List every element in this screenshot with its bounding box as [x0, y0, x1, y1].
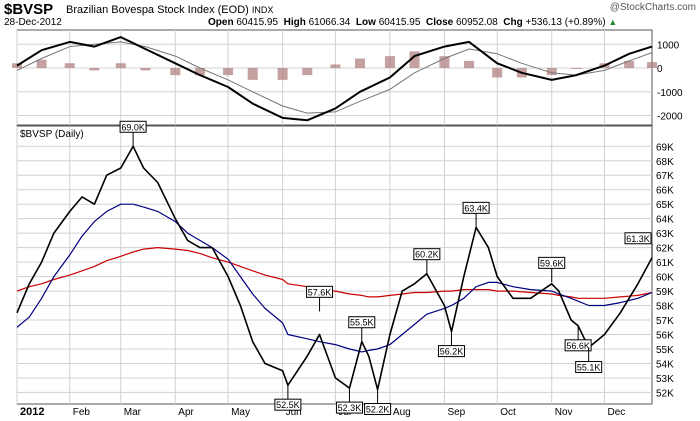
price-panel-label: $BVSP (Daily) — [20, 129, 84, 140]
price-y-tick-label: 60K — [656, 273, 674, 284]
histogram-bar — [624, 60, 635, 68]
histogram-bar — [384, 56, 395, 68]
histogram-bar — [492, 68, 503, 78]
price-y-tick-label: 64K — [656, 215, 674, 226]
annotation-label: 56.6K — [566, 341, 590, 351]
x-tick-label: 2012 — [20, 406, 44, 418]
annotation-box — [274, 398, 302, 411]
price-y-tick-label: 59K — [656, 287, 674, 298]
histogram-bar — [302, 68, 313, 76]
price-y-tick-label: 52K — [656, 388, 674, 399]
x-tick-label: Feb — [73, 407, 91, 418]
price-y-tick-label: 62K — [656, 244, 674, 255]
annotation-box — [335, 401, 363, 414]
price-y-tick-label: 53K — [656, 374, 674, 385]
histogram-bar — [409, 51, 420, 68]
annotation-label: 52.5K — [276, 400, 300, 410]
annotation-box — [348, 316, 376, 329]
histogram-bar — [330, 64, 341, 68]
histogram-bar — [464, 60, 475, 68]
histogram-bar — [89, 68, 100, 71]
x-tick-label: Nov — [555, 407, 573, 418]
price-y-tick-label: 63K — [656, 229, 674, 240]
histogram-bar — [439, 56, 450, 68]
price-y-tick-label: 67K — [656, 171, 674, 182]
annotation-label: 69.0K — [121, 122, 145, 132]
histogram-bar — [546, 68, 557, 76]
brand-label: @StockCharts.com — [609, 2, 696, 13]
price-y-tick-label: 69K — [656, 142, 674, 153]
annotation-label: 55.5K — [350, 318, 374, 328]
histogram-bar — [36, 59, 47, 68]
x-tick-label: Jun — [286, 407, 302, 418]
annotation-label: 52.2K — [366, 405, 390, 415]
histogram-bar — [64, 63, 75, 68]
histogram-bar — [247, 68, 258, 80]
histogram-bar — [170, 68, 181, 76]
price-y-tick-label: 65K — [656, 200, 674, 211]
histogram-bar — [194, 68, 205, 76]
x-tick-label: May — [231, 407, 250, 418]
annotation-box — [364, 403, 392, 416]
histogram-bar — [277, 68, 288, 80]
fast-moving-average-line — [16, 203, 653, 353]
price-y-tick-label: 61K — [656, 258, 674, 269]
annotation-box — [413, 248, 441, 261]
x-tick-label: Aug — [393, 407, 411, 418]
annotation-box — [437, 345, 465, 358]
annotation-label: 59.6K — [540, 258, 564, 268]
symbol-title: $BVSP — [4, 1, 54, 18]
histogram-bar — [115, 63, 126, 68]
quote-summary: Open 60415.95 High 61066.34 Low 60415.95… — [208, 17, 618, 28]
annotation-box — [306, 285, 334, 298]
histogram-bar — [223, 68, 234, 76]
price-y-tick-label: 57K — [656, 316, 674, 327]
x-tick-label: Dec — [608, 407, 626, 418]
annotation-label: 56.2K — [440, 347, 464, 357]
x-tick-label: Mar — [124, 407, 142, 418]
price-y-tick-label: 66K — [656, 186, 674, 197]
annotation-box — [564, 339, 592, 352]
annotation-box — [575, 361, 603, 374]
histogram-bar — [140, 68, 151, 71]
annotation-label: 57.6K — [308, 287, 332, 297]
histogram-bar — [12, 63, 22, 68]
slow-moving-average-line — [16, 247, 653, 299]
quote-date: 28-Dec-2012 — [4, 17, 62, 28]
price-line — [16, 145, 653, 391]
annotation-box — [538, 256, 566, 269]
up-arrow-icon: ▲ — [608, 17, 618, 27]
indicator-signal-line — [16, 41, 653, 114]
annotation-label: 61.3K — [626, 234, 650, 244]
x-tick-label: Sep — [447, 407, 465, 418]
annotation-box — [119, 120, 147, 133]
annotation-label: 52.3K — [338, 403, 362, 413]
x-tick-label: Apr — [178, 407, 194, 418]
price-y-tick-label: 58K — [656, 302, 674, 313]
indicator-y-tick-label: -1000 — [657, 88, 683, 99]
annotation-box — [462, 201, 490, 214]
histogram-bar — [355, 58, 366, 68]
price-y-tick-label: 54K — [656, 359, 674, 370]
indicator-main-line — [16, 36, 653, 122]
annotation-label: 63.4K — [464, 203, 488, 213]
price-y-tick-label: 68K — [656, 157, 674, 168]
histogram-bar — [647, 62, 657, 68]
price-y-tick-label: 55K — [656, 345, 674, 356]
indicator-y-tick-label: 0 — [657, 64, 663, 75]
index-name: Brazilian Bovespa Stock Index (EOD) INDX — [66, 4, 274, 16]
price-y-tick-label: 56K — [656, 331, 674, 342]
indicator-y-tick-label: 1000 — [657, 40, 680, 51]
annotation-label: 60.2K — [415, 250, 439, 260]
chart-header: $BVSP Brazilian Bovespa Stock Index (EOD… — [0, 0, 700, 30]
annotation-label: 55.1K — [577, 363, 601, 373]
annotation-box — [624, 232, 652, 245]
histogram-bar — [571, 68, 582, 69]
indicator-y-tick-label: -2000 — [657, 112, 683, 123]
x-tick-label: Oct — [500, 407, 516, 418]
